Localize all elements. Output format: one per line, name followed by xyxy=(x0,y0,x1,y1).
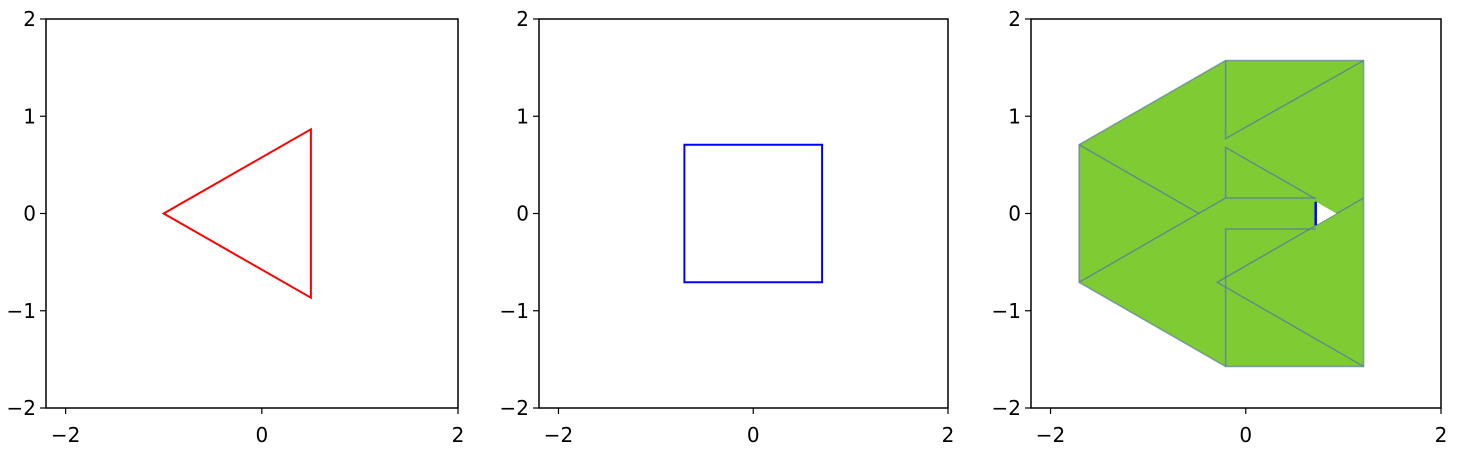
series-outline xyxy=(683,143,824,284)
y-tick-label: −2 xyxy=(500,396,529,420)
x-tick-label: 0 xyxy=(255,423,268,447)
x-tick-label: 2 xyxy=(452,423,465,447)
x-tick-label: 2 xyxy=(942,423,955,447)
y-tick-label: 1 xyxy=(23,104,36,128)
piece-edge xyxy=(1224,59,1364,140)
x-tick-label: 0 xyxy=(747,423,760,447)
subplot-square: −2 0 2 −2 −1 0 1 2 xyxy=(500,7,955,447)
series-outline xyxy=(161,127,312,300)
y-tick-label: 0 xyxy=(516,202,529,226)
y-tick-label: −2 xyxy=(992,396,1021,420)
x-tick-label: 0 xyxy=(1239,423,1252,447)
subplot-triangle: −2 0 2 −2 −1 0 1 2 xyxy=(7,7,465,447)
piece-edge xyxy=(1224,228,1316,367)
subplot-minkowski-sum: −2 0 2 −2 −1 0 1 2 xyxy=(992,7,1448,447)
y-tick-label: −1 xyxy=(500,299,529,323)
y-tick-label: 2 xyxy=(23,7,36,31)
y-tick-label: −1 xyxy=(992,299,1021,323)
y-tick-label: 2 xyxy=(1008,7,1021,31)
piece-edge xyxy=(1078,144,1200,215)
y-tick-label: 1 xyxy=(516,104,529,128)
y-tick-label: −2 xyxy=(7,396,36,420)
y-tick-label: 0 xyxy=(23,202,36,226)
x-tick-label: −2 xyxy=(1036,423,1065,447)
x-tick-label: −2 xyxy=(51,423,80,447)
hole xyxy=(1316,201,1337,226)
axes-frame xyxy=(45,18,459,409)
piece-edge xyxy=(1215,197,1364,368)
y-tick-label: 1 xyxy=(1008,104,1021,128)
axes-frame xyxy=(538,18,949,409)
y-tick-label: −1 xyxy=(7,299,36,323)
x-tick-label: −2 xyxy=(544,423,573,447)
y-tick-label: 0 xyxy=(1008,202,1021,226)
x-tick-label: 2 xyxy=(1435,423,1448,447)
piece-edge xyxy=(1224,146,1317,200)
y-tick-label: 2 xyxy=(516,7,529,31)
